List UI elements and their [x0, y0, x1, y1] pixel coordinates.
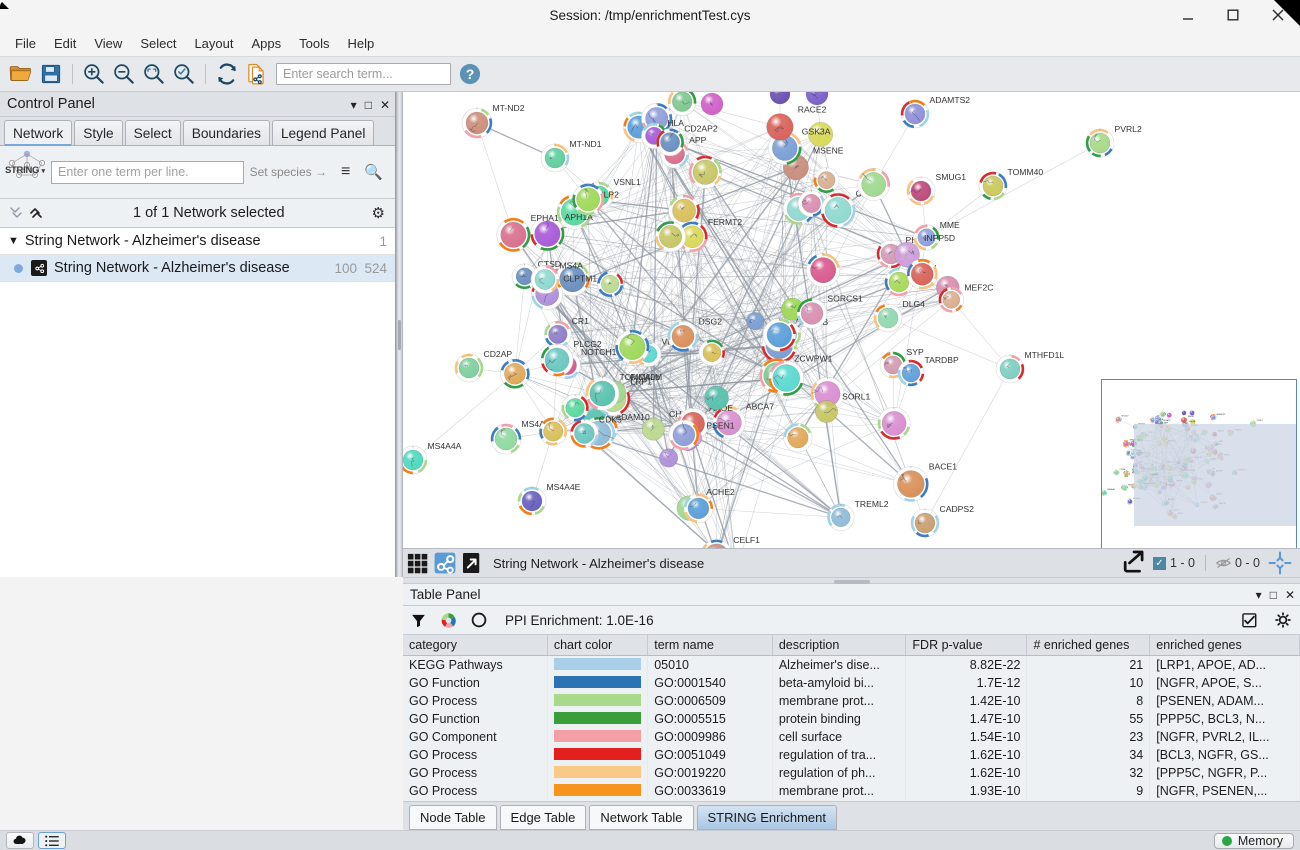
svg-text:MS4A4A: MS4A4A [1107, 488, 1115, 491]
svg-text:VSNL1: VSNL1 [614, 177, 641, 187]
svg-text:GSK3A: GSK3A [802, 127, 831, 137]
svg-text:HLA: HLA [667, 118, 684, 128]
svg-text:SORCS1: SORCS1 [827, 294, 863, 304]
svg-text:SMUG1: SMUG1 [936, 172, 967, 182]
svg-text:PSEN1: PSEN1 [706, 420, 734, 430]
svg-text:CLPTM1: CLPTM1 [563, 273, 597, 283]
svg-text:DLG4: DLG4 [903, 299, 926, 309]
svg-text:PVRL2: PVRL2 [1115, 124, 1142, 134]
svg-text:MT-ND1: MT-ND1 [570, 139, 602, 149]
svg-text:PLCG2: PLCG2 [574, 339, 602, 349]
svg-text:CDK5: CDK5 [599, 415, 622, 425]
svg-text:CD2AP: CD2AP [1120, 468, 1127, 471]
svg-text:SYP: SYP [907, 347, 924, 357]
svg-text:MTHFD1L: MTHFD1L [1025, 350, 1065, 360]
svg-text:MT-ND2: MT-ND2 [493, 103, 525, 113]
svg-text:DSG2: DSG2 [699, 316, 723, 326]
svg-text:?: ? [466, 66, 475, 82]
svg-text:RACE2: RACE2 [798, 105, 827, 115]
svg-text:BACE1: BACE1 [929, 462, 957, 472]
svg-text:FERMT2: FERMT2 [708, 217, 743, 227]
svg-text:MME: MME [940, 220, 960, 230]
svg-text:ACHE2: ACHE2 [706, 487, 735, 497]
svg-text:INPP5D: INPP5D [924, 233, 955, 243]
svg-text:CELF1: CELF1 [733, 535, 760, 545]
svg-text:CD2AP2: CD2AP2 [684, 124, 718, 134]
svg-text:CD2AP2: CD2AP2 [1163, 419, 1170, 422]
svg-text:SORL1: SORL1 [842, 391, 870, 401]
svg-text:TARDBP: TARDBP [925, 355, 959, 365]
svg-text:TOMM40b: TOMM40b [619, 372, 660, 382]
svg-text:ZCWPW1: ZCWPW1 [794, 354, 832, 364]
svg-text:MS4A: MS4A [560, 260, 584, 270]
svg-text:EPHA1: EPHA1 [531, 213, 559, 223]
svg-text:RACE2: RACE2 [1188, 415, 1194, 418]
svg-text:PVRL2: PVRL2 [1257, 420, 1263, 422]
svg-text:MEF2C: MEF2C [964, 282, 993, 292]
svg-text:MS4A4E: MS4A4E [547, 482, 581, 492]
svg-text:TREML2: TREML2 [855, 499, 889, 509]
svg-text:CD2AP: CD2AP [484, 349, 513, 359]
svg-text:ABCA7: ABCA7 [746, 401, 774, 411]
svg-text:ADAMTS2: ADAMTS2 [930, 95, 971, 105]
svg-text:CR1: CR1 [572, 316, 589, 326]
svg-text:MT-ND2: MT-ND2 [1121, 416, 1128, 418]
svg-text:ADAMTS2: ADAMTS2 [1217, 413, 1226, 416]
svg-text:MSENE: MSENE [813, 146, 844, 156]
svg-text:CADPS2: CADPS2 [940, 504, 975, 514]
svg-text:TOMM40: TOMM40 [1008, 167, 1044, 177]
svg-text:APP: APP [689, 135, 706, 145]
svg-text:MS4A4A: MS4A4A [428, 441, 462, 451]
